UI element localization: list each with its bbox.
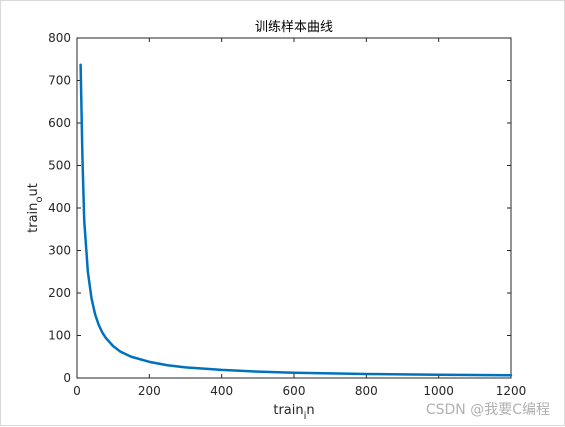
y-tick-label: 800 — [48, 31, 71, 45]
x-tick-label: 400 — [210, 384, 233, 398]
x-tick-label: 800 — [355, 384, 378, 398]
x-tick-label: 0 — [73, 384, 81, 398]
plot-area — [77, 38, 511, 378]
y-tick-label: 700 — [48, 74, 71, 88]
y-tick-label: 200 — [48, 286, 71, 300]
y-tick-label: 300 — [48, 244, 71, 258]
x-axis-label-main: train — [273, 403, 303, 418]
y-axis-label: trainout — [26, 183, 45, 233]
y-tick-label: 500 — [48, 159, 71, 173]
y-tick-label: 0 — [63, 371, 71, 385]
x-tick-label: 600 — [283, 384, 306, 398]
x-tick-label: 1000 — [423, 384, 454, 398]
x-tick-label: 200 — [138, 384, 161, 398]
x-tick-label: 1200 — [496, 384, 527, 398]
y-tick-label: 600 — [48, 116, 71, 130]
chart-title: 训练样本曲线 — [255, 20, 333, 35]
y-tick-label: 400 — [48, 201, 71, 215]
x-axis-label: trainin — [273, 403, 314, 422]
y-axis-label-main: train — [26, 203, 41, 233]
watermark: CSDN @我要C编程 — [426, 399, 550, 419]
y-axis-label-tail: ut — [26, 183, 41, 196]
y-tick-label: 100 — [48, 329, 71, 343]
x-axis-label-tail: n — [306, 403, 314, 418]
